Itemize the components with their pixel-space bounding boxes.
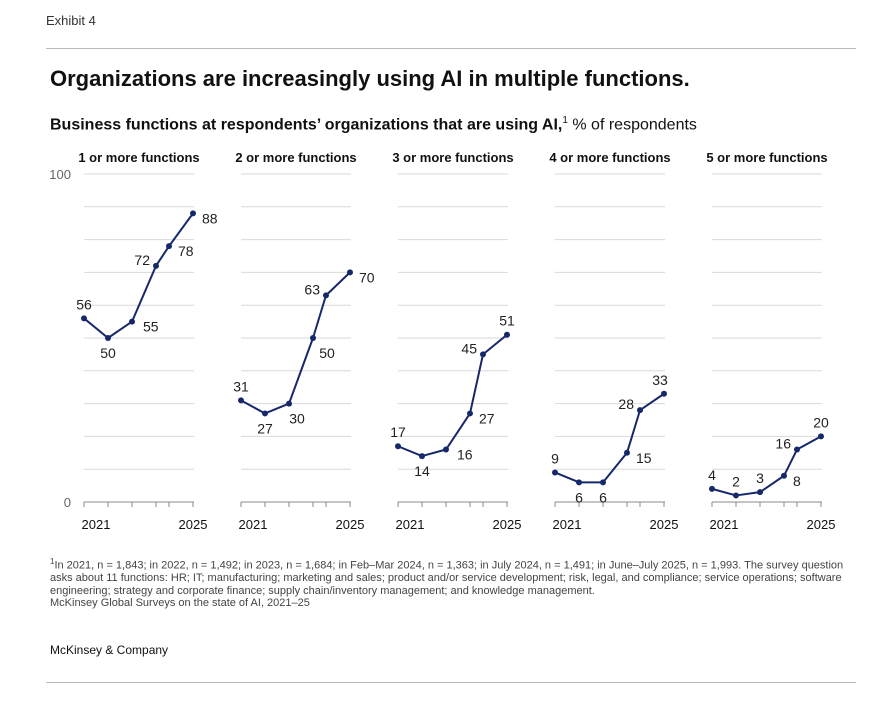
footnote-source: McKinsey Global Surveys on the state of …: [50, 597, 310, 610]
data-label: 14: [414, 463, 430, 479]
series-line: [554, 392, 665, 484]
subtitle-unit: % of respondents: [567, 116, 697, 134]
series-line: [83, 212, 194, 339]
data-label: 28: [618, 396, 634, 412]
x-tick-label: 2025: [493, 517, 522, 532]
data-point: [757, 489, 763, 496]
panel-title: 5 or more functions: [706, 150, 827, 165]
data-label: 63: [304, 281, 320, 297]
panel-title: 1 or more functions: [78, 150, 199, 165]
subtitle-text: Business functions at respondents’ organ…: [50, 116, 563, 134]
data-label: 70: [359, 269, 375, 285]
data-label: 27: [257, 420, 273, 436]
x-tick-label: 2021: [553, 517, 582, 532]
data-point: [709, 485, 715, 492]
series-line: [240, 271, 351, 415]
data-label: 16: [775, 436, 791, 452]
panel-title: 3 or more functions: [392, 150, 513, 165]
data-label: 16: [457, 447, 473, 463]
data-point: [624, 449, 630, 456]
data-label: 88: [202, 210, 218, 226]
data-point: [129, 318, 135, 325]
data-point: [781, 472, 787, 479]
data-point: [323, 292, 329, 299]
data-point: [238, 397, 244, 404]
data-label: 72: [134, 252, 150, 268]
data-point: [733, 492, 739, 499]
data-label: 3: [756, 470, 764, 486]
data-label: 55: [143, 319, 159, 335]
data-point: [637, 407, 643, 414]
data-point: [153, 262, 159, 269]
subtitle-footnote-ref: 1: [562, 115, 568, 126]
footnote-text: In 2021, n = 1,843; in 2022, n = 1,492; …: [50, 559, 844, 597]
data-point: [286, 400, 292, 407]
data-label: 31: [233, 378, 249, 394]
panel-title: 2 or more functions: [235, 150, 356, 165]
data-point: [480, 351, 486, 358]
small-multiples-line-chart: 100 0 1 or more functions 2021 2025 56 50 55 72 7…: [49, 150, 836, 532]
data-label: 17: [390, 424, 406, 440]
data-label: 4: [708, 467, 716, 483]
x-tick-label: 2025: [179, 517, 208, 532]
data-point: [600, 479, 606, 486]
data-label: 78: [178, 243, 194, 259]
data-label: 56: [76, 296, 92, 312]
data-label: 50: [319, 345, 335, 361]
data-point: [576, 479, 582, 486]
series-line: [397, 333, 508, 458]
exhibit-label: Exhibit 4: [46, 13, 96, 28]
data-point: [81, 315, 87, 322]
x-tick-label: 2021: [710, 517, 739, 532]
data-point: [190, 210, 196, 217]
data-label: 51: [499, 313, 515, 329]
x-tick-label: 2025: [336, 517, 365, 532]
data-point: [166, 243, 172, 250]
data-label: 6: [575, 489, 583, 505]
data-point: [262, 410, 268, 417]
data-point: [552, 469, 558, 476]
series-line: [711, 435, 822, 497]
bottom-divider: [46, 682, 856, 683]
top-divider: [46, 48, 856, 49]
data-point: [443, 446, 449, 453]
x-tick-label: 2021: [239, 517, 268, 532]
panel-title: 4 or more functions: [549, 150, 670, 165]
data-point: [310, 335, 316, 341]
data-label: 50: [100, 345, 116, 361]
data-label: 15: [636, 450, 652, 466]
data-point: [794, 446, 800, 453]
data-label: 8: [793, 473, 801, 489]
data-label: 20: [813, 414, 829, 430]
chart-subtitle: Business functions at respondents’ organ…: [50, 115, 697, 134]
data-point: [467, 410, 473, 417]
y-tick-label: 100: [49, 167, 71, 182]
data-point: [504, 331, 510, 338]
data-label: 27: [479, 410, 495, 426]
data-point: [818, 433, 824, 440]
footnote-ref: 1: [50, 557, 55, 566]
data-point: [661, 390, 667, 397]
data-label: 6: [599, 489, 607, 505]
data-label: 33: [652, 372, 668, 388]
data-point: [347, 269, 353, 276]
data-point: [105, 335, 111, 341]
y-tick-label: 0: [64, 495, 71, 510]
data-label: 30: [289, 411, 305, 427]
x-tick-label: 2025: [650, 517, 679, 532]
data-label: 9: [551, 450, 559, 466]
footnote: 1In 2021, n = 1,843; in 2022, n = 1,492;…: [50, 556, 850, 610]
x-tick-label: 2021: [82, 517, 111, 532]
brand-logo-text: McKinsey & Company: [50, 643, 169, 657]
x-tick-label: 2021: [396, 517, 425, 532]
page-title: Organizations are increasingly using AI …: [50, 66, 690, 91]
data-label: 2: [732, 473, 740, 489]
data-label: 45: [461, 340, 477, 356]
data-point: [419, 453, 425, 460]
footnote-note: 1In 2021, n = 1,843; in 2022, n = 1,492;…: [50, 556, 850, 597]
data-point: [395, 443, 401, 450]
x-tick-label: 2025: [807, 517, 836, 532]
